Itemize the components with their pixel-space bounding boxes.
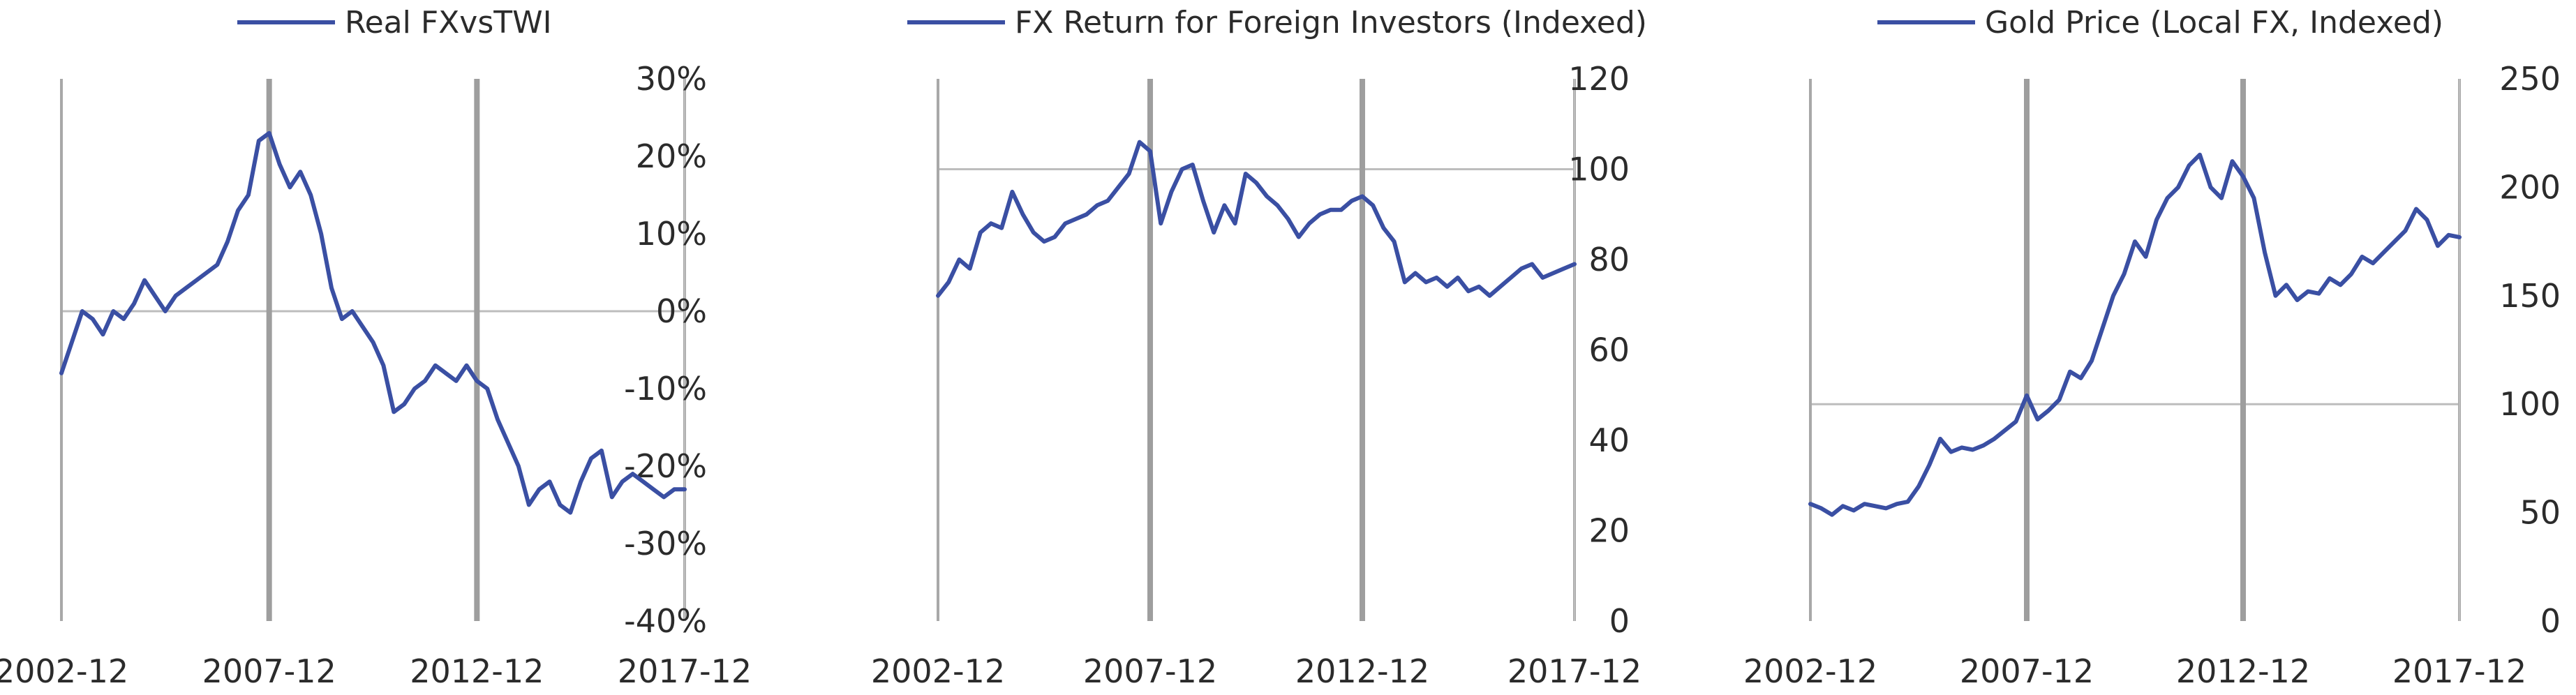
chart-panel-real-fx: 30% 20% 10% 0% -10% -20% -30% -40% 2002-12 2007-1… [0, 5, 752, 690]
y-tick-label: 0 [1609, 602, 1630, 640]
y-tick-label: 250 [2499, 60, 2561, 98]
y-tick-label: 40 [1588, 421, 1630, 459]
y-tick-label: -10% [624, 370, 707, 408]
y-tick-label: 50 [2519, 494, 2561, 532]
x-tick-label: 2002-12 [0, 652, 128, 690]
y-tick-label: -30% [624, 525, 707, 562]
x-tick-label: 2007-12 [202, 652, 336, 690]
x-tick-label: 2012-12 [2176, 652, 2310, 690]
x-tick-label: 2012-12 [410, 652, 544, 690]
y-tick-label: 0 [2540, 602, 2561, 640]
y-tick-label: 10% [636, 215, 707, 253]
series-line [1808, 152, 2462, 517]
x-tick-label: 2012-12 [1295, 652, 1429, 690]
x-tick-label: 2007-12 [1083, 652, 1217, 690]
chart-panel-gold-price: 250 200 150 100 50 0 2002-12 2007-12 2012-12 2017… [1743, 5, 2561, 690]
y-tick-label: -40% [624, 602, 707, 640]
y-tick-label: 150 [2499, 277, 2561, 315]
legend-label: Real FXvsTWI [345, 5, 552, 40]
legend-label: FX Return for Foreign Investors (Indexed… [1015, 5, 1647, 40]
legend-label: Gold Price (Local FX, Indexed) [1985, 5, 2443, 40]
x-tick-label: 2007-12 [1960, 652, 2094, 690]
x-tick-label: 2002-12 [1743, 652, 1877, 690]
x-tick-label: 2017-12 [618, 652, 752, 690]
x-tick-label: 2002-12 [871, 652, 1005, 690]
y-tick-label: 100 [2499, 385, 2561, 423]
y-tick-label: 100 [1568, 151, 1630, 188]
series-line [59, 130, 687, 515]
y-tick-label: -20% [624, 447, 707, 485]
y-tick-label: 0% [656, 292, 707, 330]
x-tick-label: 2017-12 [1507, 652, 1641, 690]
y-tick-label: 30% [636, 60, 707, 98]
x-tick-label: 2017-12 [2392, 652, 2526, 690]
y-tick-label: 200 [2499, 168, 2561, 206]
series-line [936, 140, 1577, 298]
y-tick-label: 20 [1588, 512, 1630, 550]
y-tick-label: 80 [1588, 241, 1630, 278]
y-tick-label: 60 [1588, 331, 1630, 369]
chart-panel-fx-return: 120 100 80 60 40 20 0 2002-12 2007-12 2012-12 2017… [871, 5, 1647, 690]
y-tick-label: 120 [1568, 60, 1630, 98]
y-tick-label: 20% [636, 137, 707, 175]
